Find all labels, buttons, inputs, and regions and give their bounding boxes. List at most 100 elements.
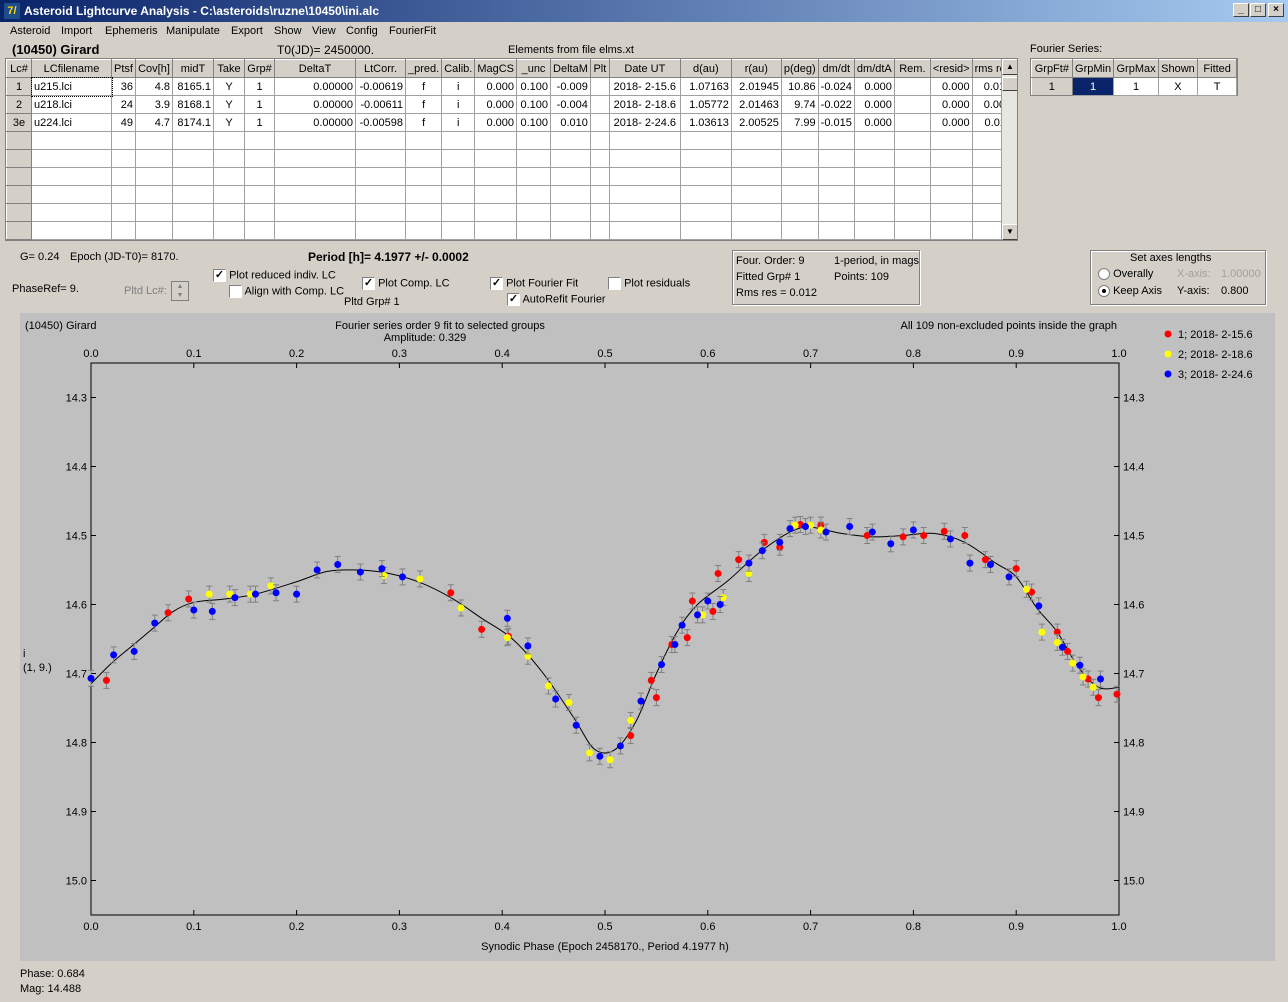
plot-residuals-checkbox[interactable]: Plot residuals	[608, 277, 690, 290]
table-cell[interactable]	[550, 149, 591, 168]
table-cell[interactable]	[31, 167, 112, 186]
fourier-cell-fitted[interactable]: T	[1197, 77, 1237, 96]
table-cell[interactable]	[6, 131, 32, 150]
table-cell[interactable]: 0.000	[853, 77, 895, 96]
fourier-cell-shown[interactable]: X	[1157, 77, 1199, 96]
table-cell[interactable]	[135, 167, 173, 186]
table-cell[interactable]: 2.00525	[730, 113, 782, 132]
table-cell[interactable]	[929, 167, 973, 186]
table-cell[interactable]: Y	[213, 95, 245, 114]
table-cell[interactable]	[679, 185, 732, 204]
table-cell[interactable]	[730, 149, 782, 168]
overally-radio[interactable]: Overally	[1098, 268, 1153, 281]
lc-col-header[interactable]: p(deg)	[780, 59, 819, 78]
table-cell[interactable]	[244, 167, 275, 186]
table-cell[interactable]	[780, 149, 819, 168]
table-cell[interactable]	[244, 149, 275, 168]
lc-col-header[interactable]: LCfilename	[31, 59, 112, 78]
table-cell[interactable]: -0.024	[817, 77, 855, 96]
table-cell[interactable]: 0.00000	[274, 95, 356, 114]
table-cell[interactable]	[31, 131, 112, 150]
table-cell[interactable]: 10.86	[780, 77, 819, 96]
plot-reduced-checkbox[interactable]: ✓ Plot reduced indiv. LC	[213, 269, 336, 282]
autorefit-checkbox[interactable]: ✓ AutoRefit Fourier	[507, 293, 606, 306]
table-cell[interactable]: i	[441, 77, 476, 96]
table-cell[interactable]: 0.100	[516, 77, 552, 96]
table-cell[interactable]	[355, 131, 406, 150]
table-cell[interactable]	[274, 203, 356, 222]
table-cell[interactable]	[608, 185, 681, 204]
minimize-button[interactable]: _	[1233, 3, 1249, 17]
table-cell[interactable]	[679, 131, 732, 150]
table-cell[interactable]	[6, 149, 32, 168]
table-cell[interactable]	[274, 185, 356, 204]
table-cell[interactable]	[929, 185, 973, 204]
table-cell[interactable]	[31, 185, 112, 204]
lc-col-header[interactable]: _pred.	[404, 59, 443, 78]
table-cell[interactable]	[31, 221, 112, 240]
table-cell[interactable]	[31, 203, 112, 222]
lc-col-header[interactable]: Ptsf	[111, 59, 136, 78]
table-row[interactable]: 2 u218.lci 24 3.9 8168.1 Y 1 0.00000 -0.00611 f i 0…	[6, 95, 1015, 114]
table-cell[interactable]: -0.022	[817, 95, 855, 114]
table-cell[interactable]	[893, 185, 931, 204]
table-cell[interactable]: 0.000	[474, 95, 518, 114]
table-cell[interactable]: -0.00611	[355, 95, 406, 114]
table-cell[interactable]	[589, 221, 610, 240]
table-cell[interactable]	[244, 203, 275, 222]
table-cell[interactable]	[550, 131, 591, 150]
lc-col-header[interactable]: Grp#	[244, 59, 275, 78]
table-cell[interactable]: 1.05772	[679, 95, 732, 114]
table-cell[interactable]	[244, 185, 275, 204]
table-cell[interactable]	[550, 167, 591, 186]
table-cell[interactable]	[853, 221, 895, 240]
table-cell[interactable]	[516, 203, 552, 222]
table-row[interactable]	[6, 149, 1015, 168]
table-cell[interactable]	[679, 167, 732, 186]
table-row[interactable]	[6, 167, 1015, 186]
table-cell[interactable]: 8174.1	[172, 113, 214, 132]
table-cell[interactable]	[893, 221, 931, 240]
menu-export[interactable]: Export	[231, 25, 263, 37]
table-cell[interactable]	[608, 203, 681, 222]
table-cell[interactable]: 0.00000	[274, 77, 356, 96]
table-cell[interactable]: 0.000	[474, 113, 518, 132]
table-cell[interactable]	[589, 113, 610, 132]
table-cell[interactable]	[441, 221, 476, 240]
table-cell[interactable]	[589, 167, 610, 186]
table-cell[interactable]	[441, 203, 476, 222]
table-cell[interactable]	[111, 149, 136, 168]
lightcurve-chart[interactable]: (10450) Girard Fourier series order 9 fi…	[20, 313, 1275, 961]
table-cell[interactable]: 2.01463	[730, 95, 782, 114]
scroll-thumb[interactable]	[1002, 77, 1017, 91]
lc-col-header[interactable]: d(au)	[679, 59, 732, 78]
table-cell[interactable]: 2018- 2-18.6	[608, 95, 681, 114]
table-cell[interactable]	[853, 131, 895, 150]
table-cell[interactable]	[929, 203, 973, 222]
x-axis-value[interactable]: 1.00000	[1221, 268, 1261, 280]
table-cell[interactable]: -0.009	[550, 77, 591, 96]
table-cell[interactable]	[404, 185, 443, 204]
table-cell[interactable]: 0.000	[474, 77, 518, 96]
table-cell[interactable]	[893, 203, 931, 222]
fourier-cell-grpmax[interactable]: 1	[1113, 77, 1159, 96]
table-cell[interactable]	[6, 221, 32, 240]
table-cell[interactable]: -0.004	[550, 95, 591, 114]
table-cell[interactable]	[730, 203, 782, 222]
table-cell[interactable]: 0.010	[550, 113, 591, 132]
table-cell[interactable]	[111, 203, 136, 222]
table-cell[interactable]	[355, 185, 406, 204]
table-cell[interactable]	[893, 95, 931, 114]
table-cell[interactable]	[679, 203, 732, 222]
table-cell[interactable]: 8165.1	[172, 77, 214, 96]
table-cell[interactable]: Y	[213, 77, 245, 96]
table-cell[interactable]: u224.lci	[31, 113, 112, 132]
fourier-series-table[interactable]: GrpFt# GrpMin GrpMax Shown Fitted 1 1 1 …	[1030, 58, 1238, 96]
table-cell[interactable]	[355, 221, 406, 240]
table-cell[interactable]	[730, 131, 782, 150]
table-cell[interactable]	[589, 131, 610, 150]
table-cell[interactable]	[608, 149, 681, 168]
table-cell[interactable]	[355, 167, 406, 186]
lc-col-header[interactable]: <resid>	[929, 59, 973, 78]
table-cell[interactable]	[516, 149, 552, 168]
